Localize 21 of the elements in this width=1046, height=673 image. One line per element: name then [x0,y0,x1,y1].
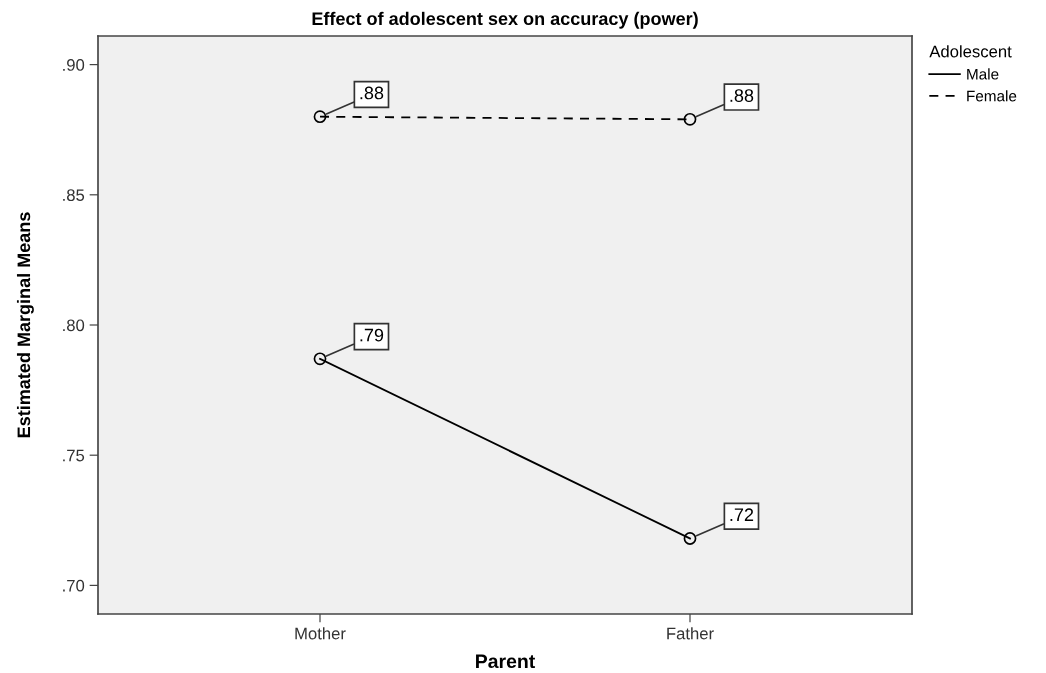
data-label: .88 [360,86,384,100]
y-tick-label: .85 [63,189,85,202]
point [683,112,697,126]
x-tick-label: Father [667,627,714,640]
data-label: .88 [730,89,754,102]
point [313,110,327,124]
legend-label: Female [967,90,1017,102]
data-label: .79 [360,328,384,342]
y-tick-label: .70 [63,579,85,592]
y-tick-label: .75 [63,449,85,462]
y-tick-label: .90 [63,59,85,71]
legend-label: Male [967,68,999,80]
x-axis-title: Parent [476,654,536,669]
y-axis-title: Estimated Marginal Means [16,212,34,438]
point [313,352,327,366]
point [683,532,697,545]
legend-title: Adolescent [929,45,1012,58]
data-label: .72 [730,508,754,521]
y-tick-label: .80 [63,319,85,332]
x-tick-label: Mother [295,627,346,640]
chart-title: Effect of adolescent sex on accuracy (power) [312,11,698,29]
